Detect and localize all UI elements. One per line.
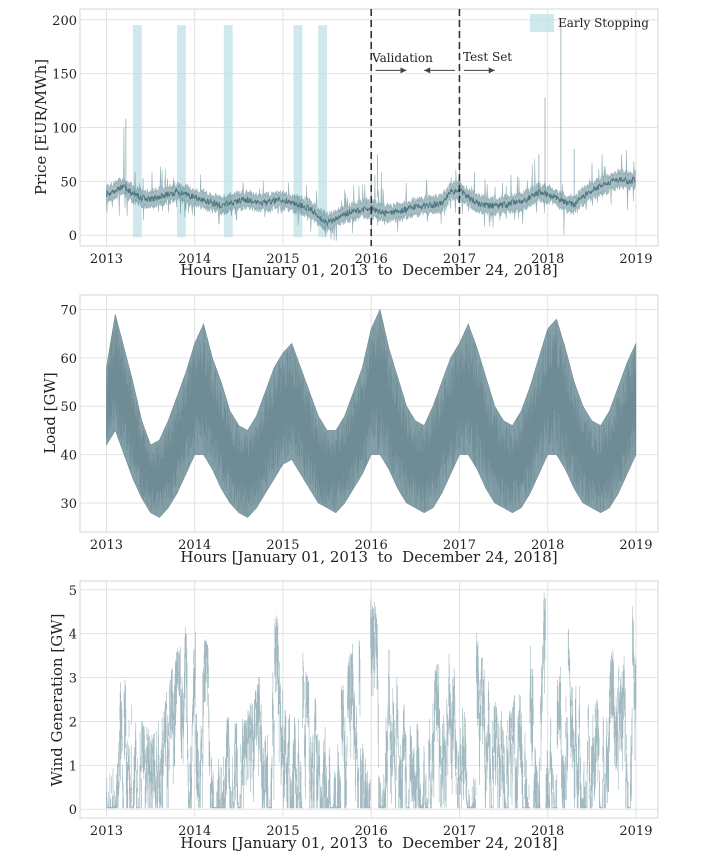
y-tick-label: 200 xyxy=(52,14,77,29)
x-tick-label: 2017 xyxy=(443,252,476,267)
load-texture xyxy=(106,313,637,516)
x-tick-label: 2019 xyxy=(619,252,652,267)
wind-grid xyxy=(80,581,658,818)
wind-y-axis-label: Wind Generation [GW] xyxy=(48,614,66,787)
early-stopping-span xyxy=(318,25,328,238)
load-x-axis-label: Hours [January 01, 2013 to December 24, … xyxy=(180,548,557,566)
load-series xyxy=(106,308,637,518)
x-tick-label: 2017 xyxy=(443,538,476,553)
x-tick-label: 2014 xyxy=(178,252,211,267)
legend-swatch-early-stopping xyxy=(530,14,554,32)
early-stopping-span xyxy=(293,25,303,238)
price-x-ticks: 2013 2014 2015 2016 2017 2018 2019 xyxy=(90,252,653,267)
early-stopping-span xyxy=(223,25,233,238)
arrow-head xyxy=(424,67,431,74)
price-series xyxy=(106,23,636,241)
load-y-ticks: 30 40 50 60 70 xyxy=(60,304,77,512)
x-tick-label: 2014 xyxy=(178,538,211,553)
x-tick-label: 2018 xyxy=(531,252,564,267)
x-tick-label: 2019 xyxy=(619,824,652,839)
y-tick-label: 0 xyxy=(69,229,77,244)
early-stopping-span xyxy=(132,25,142,238)
x-tick-label: 2016 xyxy=(355,538,388,553)
price-band xyxy=(106,127,636,241)
y-tick-label: 60 xyxy=(60,352,77,367)
wind-x-axis-label: Hours [January 01, 2013 to December 24, … xyxy=(180,834,557,852)
annotation-test-set: Test Set xyxy=(463,50,512,64)
wind-series-line xyxy=(106,592,637,809)
wind-x-ticks: 2013 2014 2015 2016 2017 2018 2019 xyxy=(90,824,653,839)
load-y-axis-label: Load [GW] xyxy=(41,372,59,453)
y-tick-label: 5 xyxy=(69,584,77,599)
x-tick-label: 2017 xyxy=(443,824,476,839)
x-tick-label: 2016 xyxy=(355,252,388,267)
split-arrows xyxy=(375,67,495,74)
x-tick-label: 2018 xyxy=(531,824,564,839)
wind-y-ticks: 0 1 2 3 4 5 xyxy=(69,584,77,818)
y-tick-label: 40 xyxy=(60,449,77,464)
arrow-head xyxy=(400,67,407,74)
y-tick-label: 70 xyxy=(60,304,77,319)
early-stopping-spans xyxy=(132,25,328,238)
y-tick-label: 1 xyxy=(69,759,77,774)
y-tick-label: 3 xyxy=(69,672,77,687)
y-tick-label: 150 xyxy=(52,68,77,83)
y-tick-label: 30 xyxy=(60,497,77,512)
x-tick-label: 2013 xyxy=(90,252,123,267)
load-band xyxy=(106,308,637,518)
x-tick-label: 2015 xyxy=(266,538,299,553)
legend-label-early-stopping: Early Stopping xyxy=(558,16,649,30)
price-x-axis-label: Hours [January 01, 2013 to December 24, … xyxy=(180,261,557,279)
wind-panel: 0 1 2 3 4 5 2013 2014 2015 2016 2017 2018 2019 Hour… xyxy=(48,580,659,852)
y-tick-label: 4 xyxy=(69,628,77,643)
validation-test-lines xyxy=(370,9,461,246)
wind-series xyxy=(106,592,637,809)
y-tick-label: 50 xyxy=(60,175,77,190)
x-tick-label: 2015 xyxy=(266,824,299,839)
x-tick-label: 2014 xyxy=(178,824,211,839)
x-tick-label: 2018 xyxy=(531,538,564,553)
annotation-validation: Validation xyxy=(371,51,433,65)
x-tick-label: 2016 xyxy=(355,824,388,839)
y-tick-label: 0 xyxy=(69,803,77,818)
y-tick-label: 2 xyxy=(69,715,77,730)
arrow-head xyxy=(488,67,495,74)
x-tick-label: 2015 xyxy=(266,252,299,267)
price-y-axis-label: Price [EUR/MWh] xyxy=(32,59,50,195)
x-tick-label: 2013 xyxy=(90,538,123,553)
price-y-ticks: 0 50 100 150 200 xyxy=(52,14,77,244)
early-stopping-span xyxy=(177,25,186,238)
price-legend: Early Stopping xyxy=(530,14,649,32)
y-tick-label: 100 xyxy=(52,122,77,137)
load-x-ticks: 2013 2014 2015 2016 2017 2018 2019 xyxy=(90,538,653,553)
x-tick-label: 2013 xyxy=(90,824,123,839)
x-tick-label: 2019 xyxy=(619,538,652,553)
y-tick-label: 50 xyxy=(60,400,77,415)
